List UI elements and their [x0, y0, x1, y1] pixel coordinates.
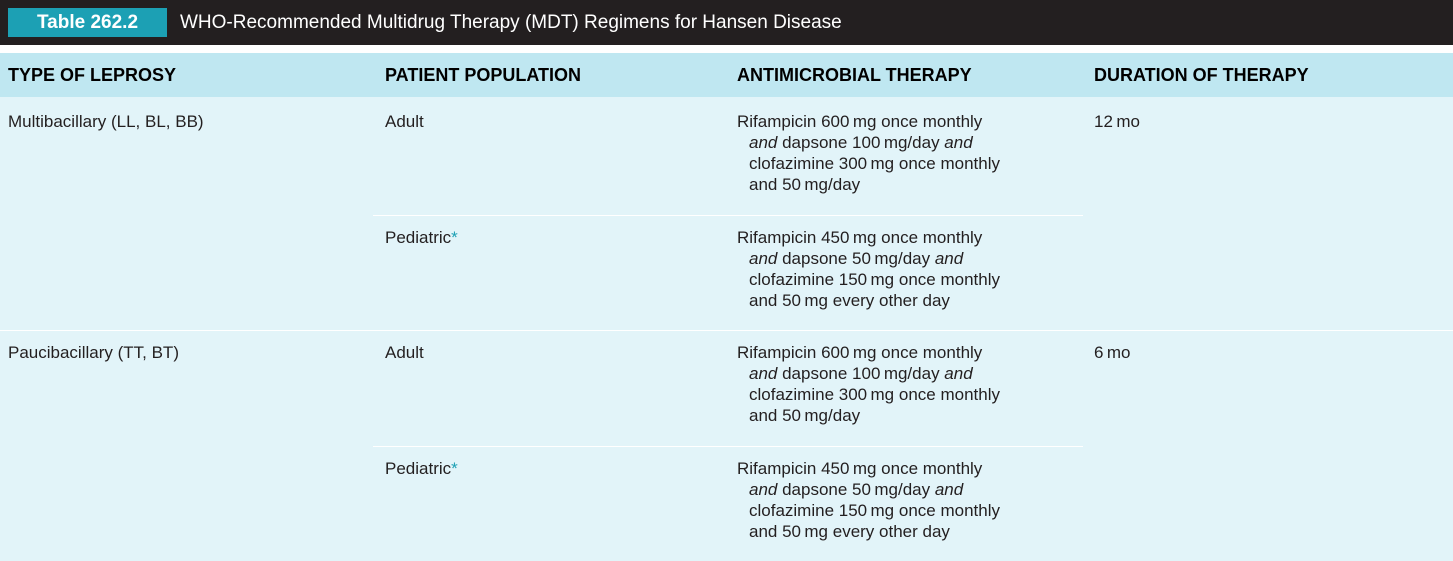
therapy-cell: Rifampicin 450 mg once monthly and dapso…	[737, 227, 1067, 311]
population-label: Pediatric	[385, 459, 452, 478]
conjunction-and: and	[944, 133, 973, 152]
therapy-line: and 50 mg/day	[749, 175, 861, 194]
population-cell: Adult	[385, 343, 424, 362]
therapy-line: and dapsone 100 mg/day and	[737, 363, 1067, 384]
conjunction-and: and	[944, 364, 973, 383]
therapy-fragment: dapsone 50 mg/day	[777, 249, 935, 268]
therapy-line: Rifampicin 600 mg once monthly	[737, 112, 983, 131]
header-duration-of-therapy: DURATION OF THERAPY	[1094, 65, 1309, 85]
therapy-line: clofazimine 300 mg once monthly	[749, 385, 1000, 404]
therapy-line: and 50 mg every other day	[749, 522, 950, 541]
therapy-line: Rifampicin 600 mg once monthly	[737, 343, 983, 362]
row-divider	[373, 215, 1083, 216]
therapy-fragment: dapsone 100 mg/day	[777, 364, 945, 383]
header-patient-population: PATIENT POPULATION	[385, 65, 581, 85]
conjunction-and: and	[749, 249, 778, 268]
therapy-line: Rifampicin 450 mg once monthly	[737, 228, 983, 247]
therapy-line: and 50 mg/day	[749, 406, 861, 425]
table-body: Multibacillary (LL, BL, BB) 12 mo Adult …	[0, 97, 1453, 561]
therapy-line: clofazimine 150 mg once monthly	[749, 501, 1000, 520]
therapy-cell: Rifampicin 600 mg once monthly and dapso…	[737, 342, 1067, 426]
therapy-line: clofazimine 150 mg once monthly	[749, 270, 1000, 289]
footnote-marker: *	[451, 228, 458, 247]
therapy-line: clofazimine 300 mg once monthly	[749, 154, 1000, 173]
footnote-marker: *	[451, 459, 458, 478]
table-title-bar: Table 262.2 WHO-Recommended Multidrug Th…	[0, 0, 1453, 45]
type-of-leprosy-cell: Multibacillary (LL, BL, BB)	[8, 112, 204, 131]
header-type-of-leprosy: TYPE OF LEPROSY	[8, 65, 177, 85]
row-divider	[373, 446, 1083, 447]
population-label: Pediatric	[385, 228, 452, 247]
table-header-row: TYPE OF LEPROSY PATIENT POPULATION ANTIM…	[0, 53, 1453, 97]
therapy-line: and dapsone 100 mg/day and	[737, 132, 1067, 153]
population-cell: Pediatric*	[385, 458, 458, 479]
conjunction-and: and	[934, 249, 964, 268]
header-antimicrobial-therapy: ANTIMICROBIAL THERAPY	[737, 65, 972, 85]
table-title: WHO-Recommended Multidrug Therapy (MDT) …	[180, 12, 842, 33]
group-divider	[0, 330, 1453, 331]
therapy-fragment: dapsone 100 mg/day	[777, 133, 945, 152]
therapy-line: Rifampicin 450 mg once monthly	[737, 459, 983, 478]
conjunction-and: and	[934, 480, 964, 499]
therapy-line: and 50 mg every other day	[749, 291, 950, 310]
type-of-leprosy-cell: Paucibacillary (TT, BT)	[8, 343, 179, 362]
table-number-label: Table 262.2	[8, 8, 167, 37]
conjunction-and: and	[749, 480, 778, 499]
therapy-line: and dapsone 50 mg/day and	[737, 248, 1067, 269]
population-cell: Pediatric*	[385, 227, 458, 248]
therapy-fragment: dapsone 50 mg/day	[777, 480, 935, 499]
conjunction-and: and	[749, 133, 778, 152]
duration-cell: 6 mo	[1094, 343, 1131, 362]
population-cell: Adult	[385, 112, 424, 131]
therapy-line: and dapsone 50 mg/day and	[737, 479, 1067, 500]
duration-cell: 12 mo	[1094, 112, 1140, 131]
conjunction-and: and	[749, 364, 778, 383]
therapy-cell: Rifampicin 600 mg once monthly and dapso…	[737, 111, 1067, 195]
therapy-cell: Rifampicin 450 mg once monthly and dapso…	[737, 458, 1067, 542]
